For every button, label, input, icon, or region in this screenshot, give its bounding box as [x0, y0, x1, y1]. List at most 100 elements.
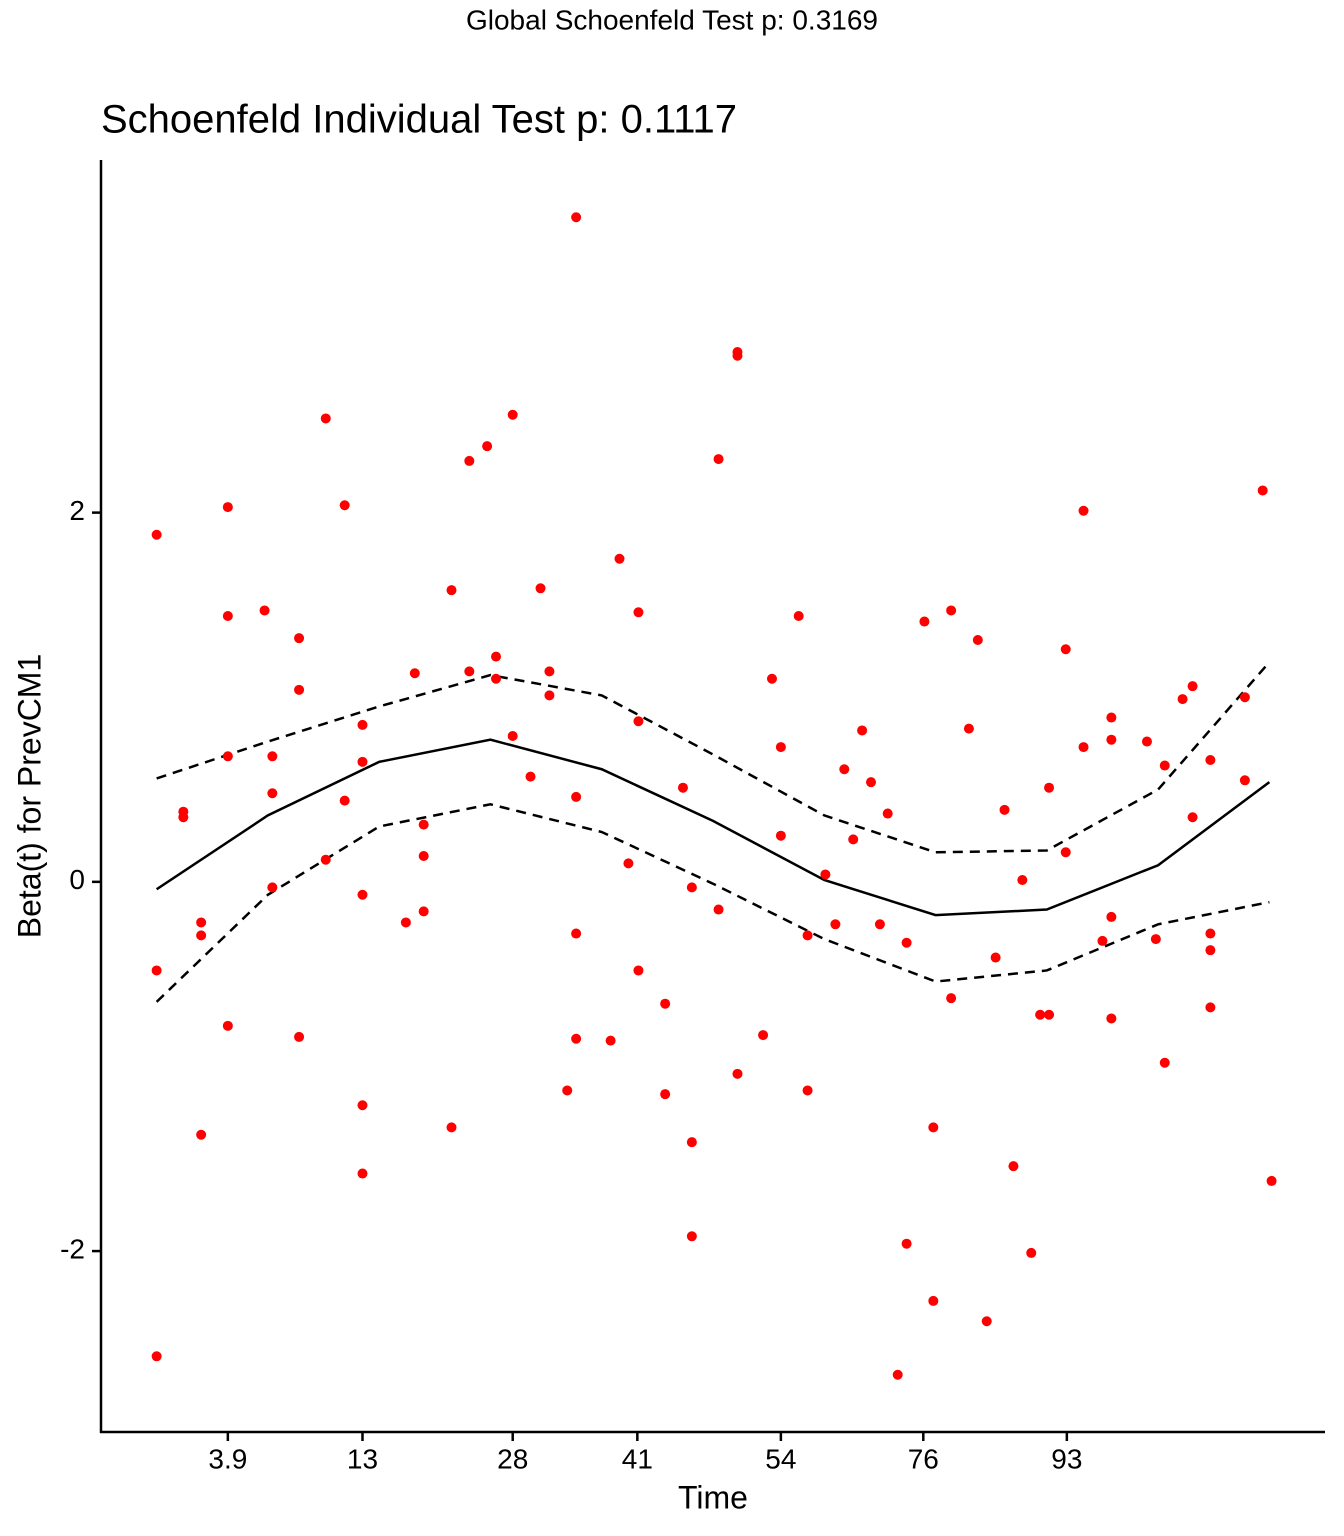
point — [400, 917, 411, 928]
point — [677, 782, 688, 793]
point — [1044, 782, 1055, 793]
point — [946, 605, 957, 616]
point — [1150, 934, 1161, 945]
point — [775, 830, 786, 841]
point — [544, 690, 555, 701]
point — [830, 919, 841, 930]
point — [464, 666, 475, 677]
y-tick-label: 2 — [69, 495, 85, 526]
point — [633, 965, 644, 976]
point — [605, 1035, 616, 1046]
point — [491, 673, 502, 684]
point — [267, 751, 278, 762]
point — [544, 666, 555, 677]
point — [418, 819, 429, 830]
point — [1035, 1009, 1046, 1020]
point — [882, 808, 893, 819]
point — [839, 764, 850, 775]
point — [491, 651, 502, 662]
point — [571, 212, 582, 223]
point — [713, 904, 724, 915]
point — [507, 731, 518, 741]
point — [686, 1231, 697, 1242]
point — [507, 409, 518, 420]
point — [901, 1238, 912, 1249]
point — [294, 633, 305, 644]
x-tick-label: 54 — [765, 1443, 796, 1474]
point — [1159, 760, 1170, 771]
point — [1078, 505, 1089, 516]
point — [660, 1089, 671, 1100]
point — [1106, 911, 1117, 922]
point — [151, 1351, 162, 1362]
point — [357, 1168, 368, 1179]
point — [1078, 742, 1089, 753]
point — [623, 858, 634, 869]
upper-band — [156, 661, 1271, 854]
point — [294, 684, 305, 695]
point — [418, 851, 429, 861]
point — [972, 635, 983, 645]
point — [1106, 712, 1117, 723]
point — [793, 611, 804, 621]
point — [446, 585, 457, 596]
point — [1205, 945, 1216, 956]
lower-band — [155, 803, 1270, 1003]
point — [775, 742, 786, 753]
point — [686, 1137, 697, 1148]
x-tick-label: 28 — [497, 1443, 528, 1474]
point — [1187, 812, 1198, 823]
point — [1205, 928, 1216, 939]
point — [999, 804, 1010, 815]
suptitle: Global Schoenfeld Test p: 0.3169 — [466, 4, 878, 35]
point — [981, 1316, 992, 1327]
point — [660, 998, 671, 1009]
point — [267, 882, 278, 893]
point — [320, 413, 331, 424]
point — [222, 611, 233, 621]
point — [571, 928, 582, 939]
y-axis-label: Beta(t) for PrevCM1 — [11, 654, 47, 939]
point — [857, 725, 868, 736]
point — [267, 788, 278, 799]
point — [357, 889, 368, 900]
point — [802, 1085, 813, 1096]
point — [866, 777, 877, 788]
point — [758, 1030, 769, 1041]
point — [802, 930, 813, 941]
point — [222, 751, 233, 762]
point — [196, 930, 207, 941]
point — [732, 350, 743, 361]
point — [633, 716, 644, 727]
point — [196, 917, 207, 928]
point — [1257, 485, 1268, 496]
point — [874, 919, 885, 930]
x-tick-label: 13 — [347, 1443, 378, 1474]
chart-title: Schoenfeld Individual Test p: 0.1117 — [101, 98, 737, 142]
x-tick-label: 76 — [908, 1443, 939, 1474]
x-tick-label: 3.9 — [208, 1443, 247, 1474]
point — [259, 605, 270, 616]
point — [1017, 875, 1028, 885]
point — [320, 854, 331, 865]
point — [357, 719, 368, 730]
point — [963, 723, 974, 734]
point — [418, 906, 429, 917]
point — [339, 500, 350, 511]
point — [928, 1122, 939, 1133]
point — [178, 812, 189, 823]
point — [901, 937, 912, 948]
point — [1266, 1175, 1277, 1186]
point — [633, 607, 644, 618]
y-tick-label: 0 — [69, 864, 85, 895]
point — [713, 454, 724, 465]
x-axis-label: Time — [678, 1479, 748, 1515]
point — [766, 673, 777, 684]
x-tick-label: 93 — [1051, 1443, 1082, 1474]
point — [1060, 847, 1071, 858]
point — [1106, 734, 1117, 745]
point — [562, 1085, 573, 1096]
point — [409, 668, 420, 679]
point — [571, 791, 582, 802]
